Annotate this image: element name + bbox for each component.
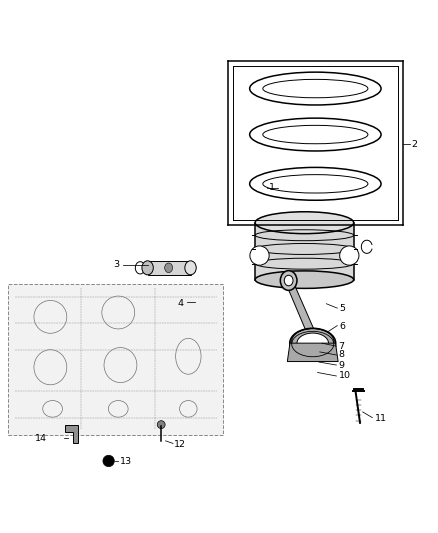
Polygon shape [8,284,223,435]
Text: 6: 6 [339,322,346,331]
Ellipse shape [185,261,196,275]
Ellipse shape [255,271,353,288]
Polygon shape [65,425,78,443]
Text: 13: 13 [120,457,132,466]
Text: 11: 11 [374,414,386,423]
Ellipse shape [280,271,297,290]
Text: 3: 3 [113,260,120,269]
Circle shape [250,246,269,265]
Text: 7: 7 [339,342,345,351]
Text: 14: 14 [35,434,47,443]
Polygon shape [285,280,317,336]
Text: 4: 4 [177,299,183,308]
Ellipse shape [297,333,328,353]
Text: 10: 10 [339,372,350,381]
Ellipse shape [142,261,153,275]
Polygon shape [148,261,191,275]
Circle shape [157,421,165,429]
Ellipse shape [165,263,173,273]
Ellipse shape [290,328,336,358]
Text: 12: 12 [174,440,186,449]
Circle shape [103,455,114,467]
Ellipse shape [194,288,215,312]
Circle shape [340,246,359,265]
Ellipse shape [255,212,353,233]
Ellipse shape [284,275,293,286]
Polygon shape [287,343,338,361]
Text: 8: 8 [339,351,345,359]
Text: 1: 1 [269,183,276,192]
Ellipse shape [200,295,210,306]
Text: 5: 5 [339,304,346,313]
Text: 2: 2 [411,140,417,149]
Text: 9: 9 [339,360,345,369]
Polygon shape [255,223,354,280]
